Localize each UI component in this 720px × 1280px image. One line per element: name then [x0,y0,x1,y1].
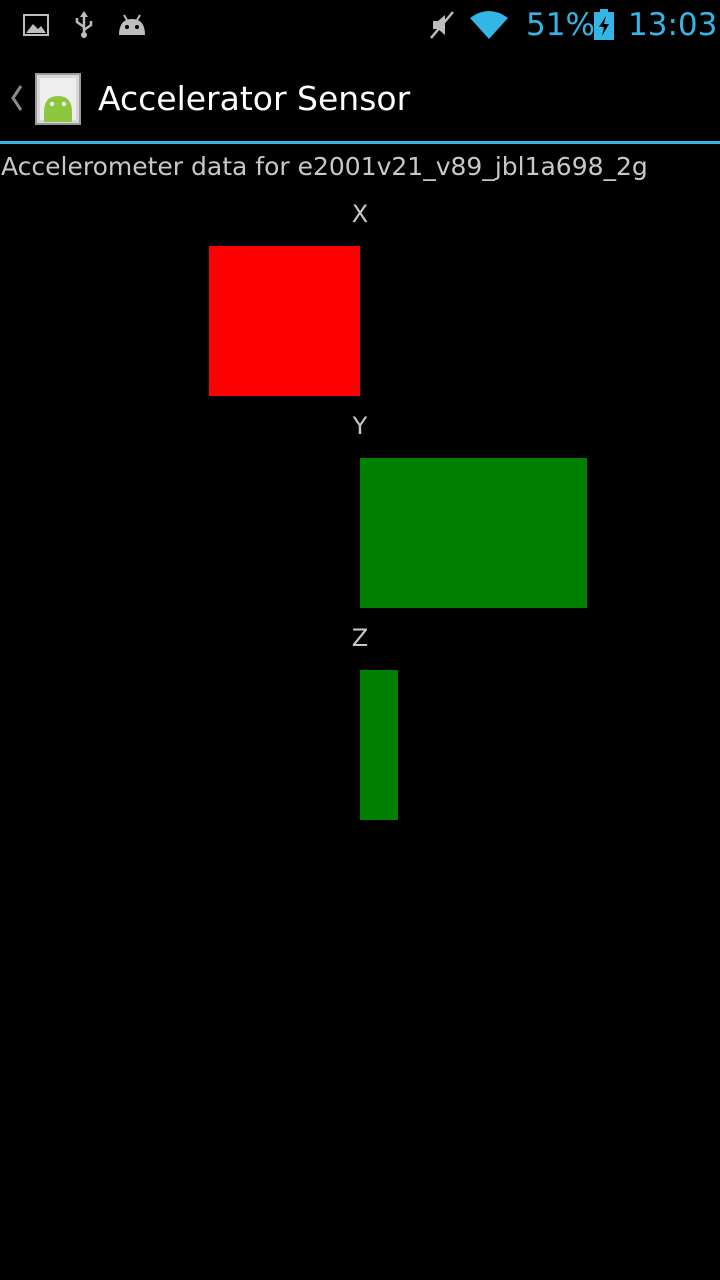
battery-percent: 51% [526,7,595,43]
app-title: Accelerator Sensor [98,79,411,118]
up-caret-icon[interactable] [6,80,26,116]
axis-label-z: Z [351,624,369,652]
action-bar: Accelerator Sensor [0,50,720,144]
action-bar-divider [0,141,720,144]
axis-label-x: X [351,200,369,228]
mute-icon [428,0,456,50]
battery-charging-icon [592,0,616,50]
clock: 13:03 [628,7,718,43]
status-bar: 51% 13:03 [0,0,720,50]
axis-label-y: Y [352,412,368,440]
bar-y [360,458,588,608]
android-debug-icon [116,0,148,50]
android-app-icon[interactable] [34,72,82,126]
wifi-icon [468,0,510,50]
bar-x [208,246,360,396]
usb-icon [72,0,96,50]
bar-z [360,670,398,820]
gallery-icon [22,0,50,50]
subtitle: Accelerometer data for e2001v21_v89_jbl1… [1,152,648,181]
